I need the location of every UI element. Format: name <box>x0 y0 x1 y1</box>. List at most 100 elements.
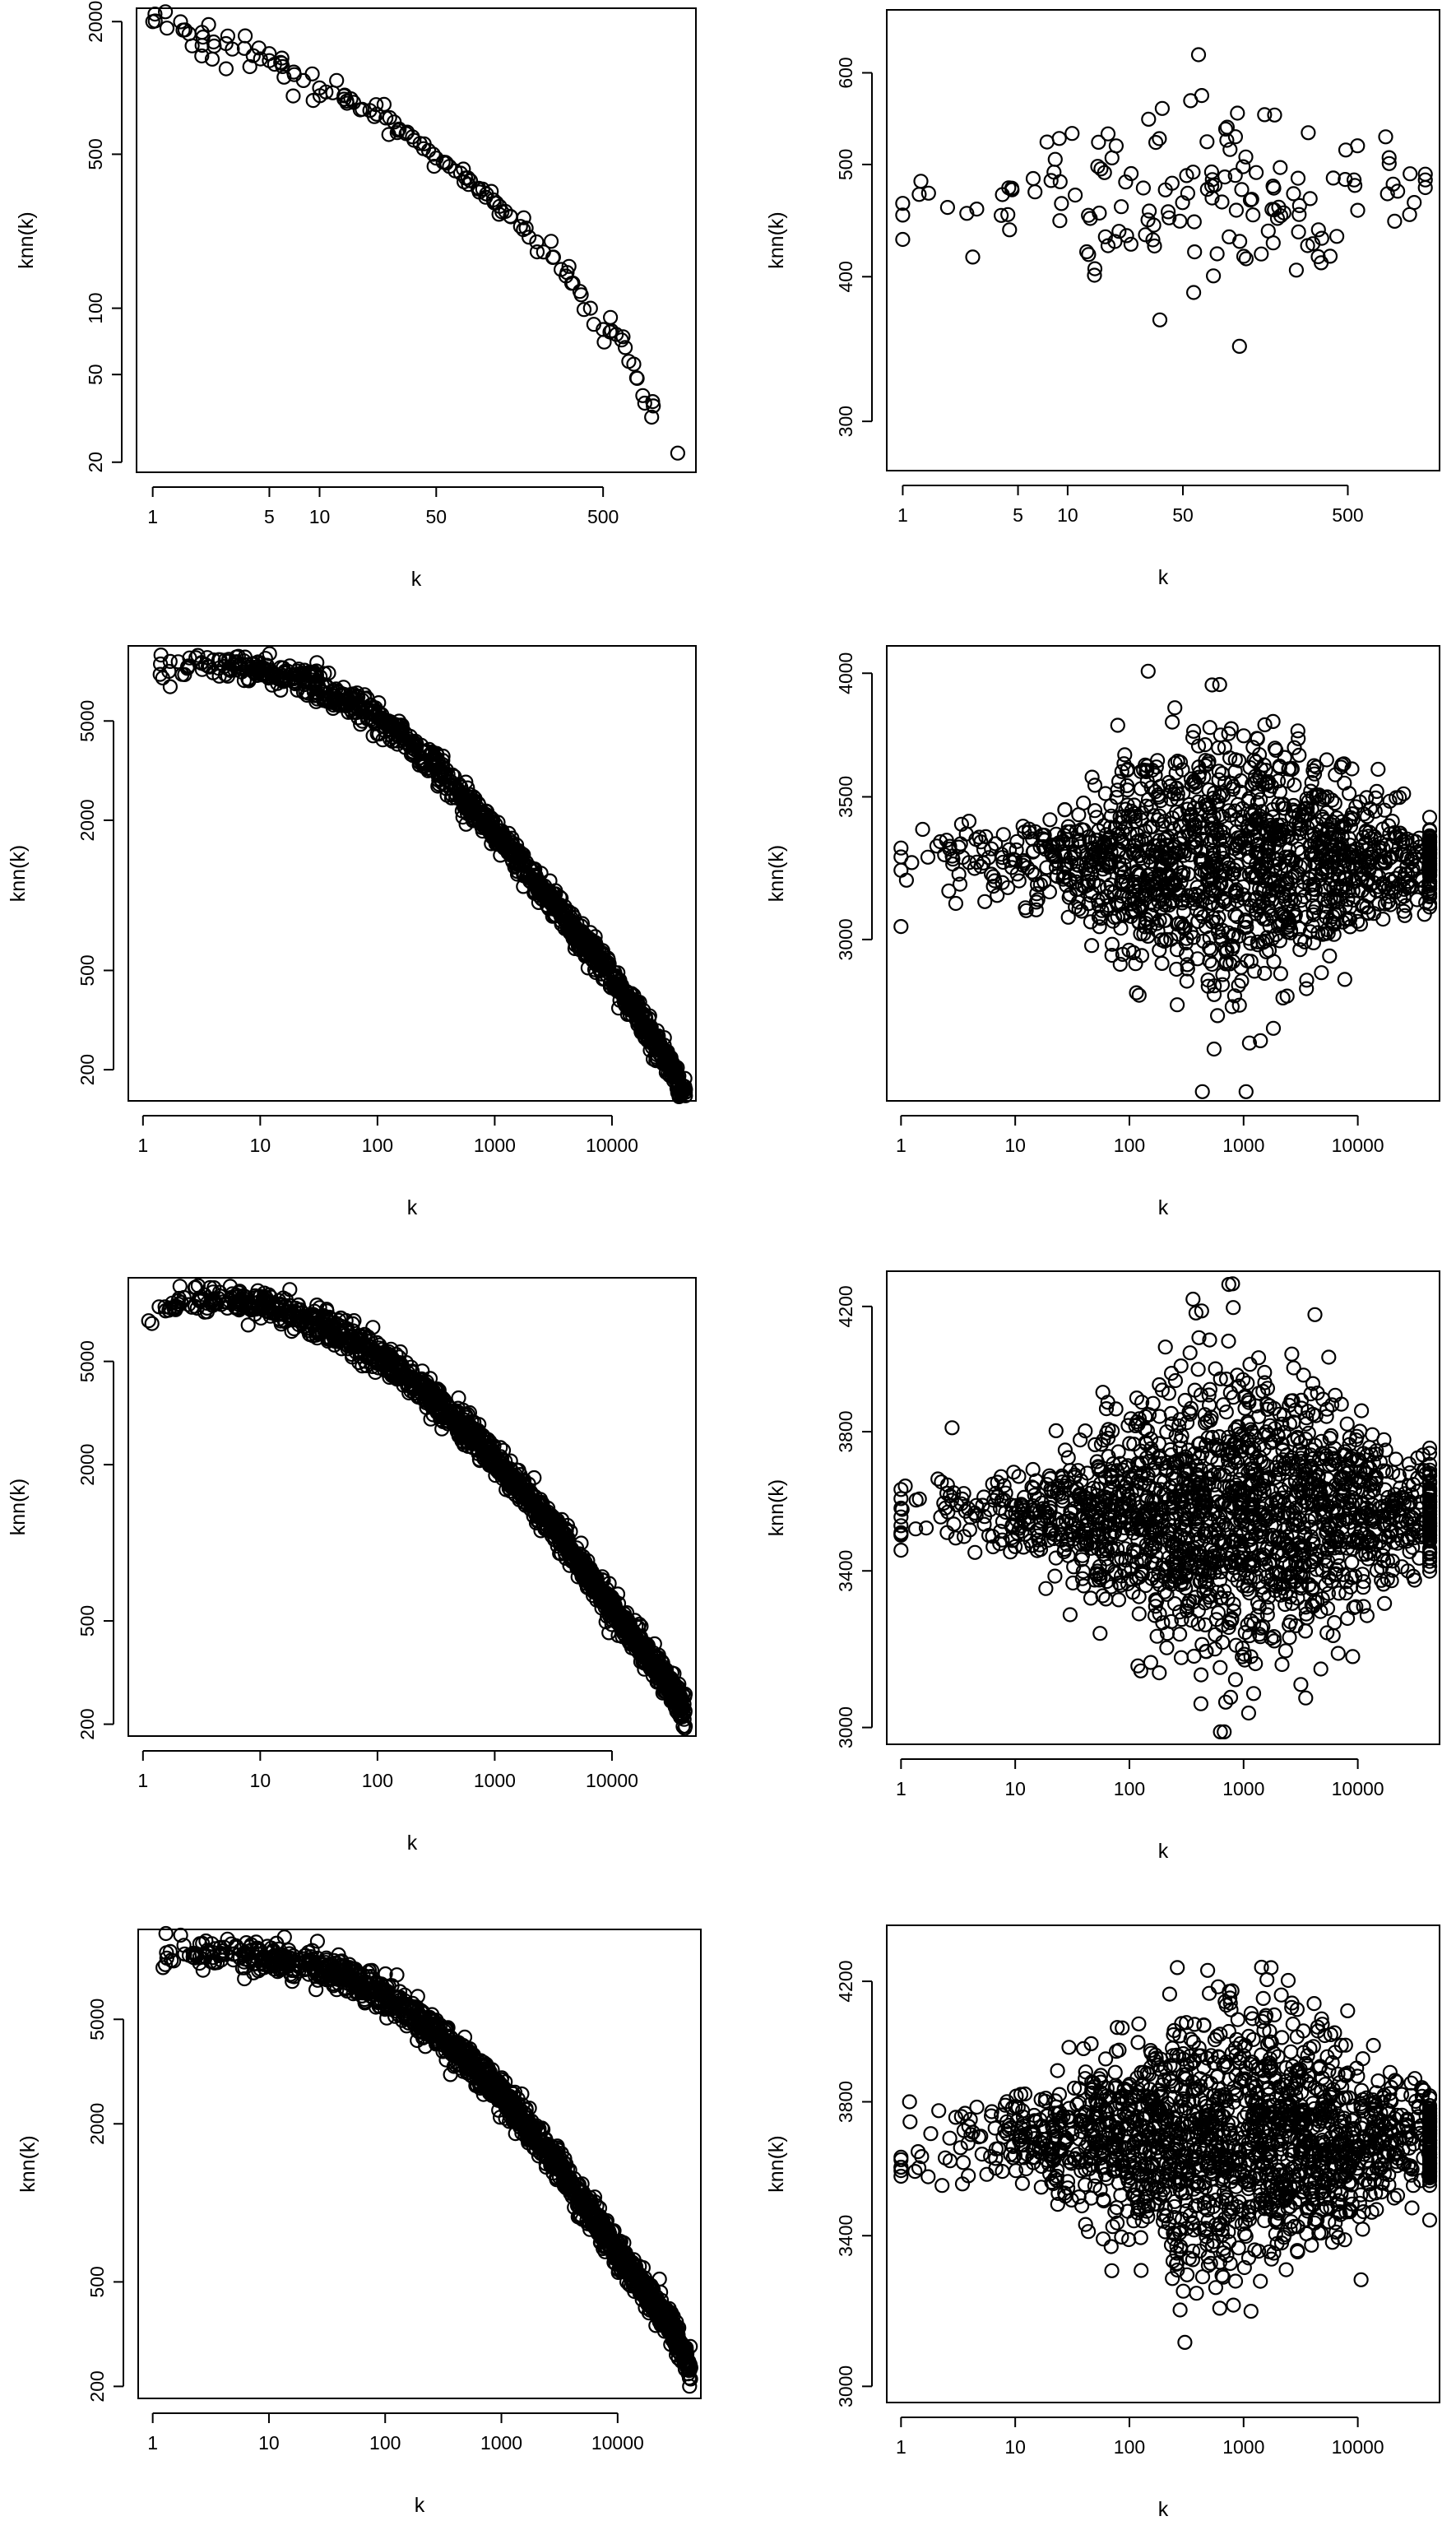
data-point <box>329 72 345 88</box>
y-tick-label: 400 <box>835 261 856 292</box>
data-point <box>1214 194 1230 210</box>
data-point <box>1145 232 1161 248</box>
data-point <box>1286 186 1301 202</box>
x-tick-label: 50 <box>426 506 447 527</box>
x-tick-label: 1 <box>137 1770 148 1791</box>
data-point <box>951 866 967 882</box>
data-point <box>959 206 975 221</box>
data-point <box>1185 165 1201 180</box>
data-point <box>1140 663 1156 679</box>
data-point <box>1222 229 1237 244</box>
data-point <box>1083 1590 1099 1606</box>
data-point <box>1205 268 1222 284</box>
x-tick-label: 100 <box>362 1135 393 1156</box>
data-point <box>1194 1084 1210 1099</box>
data-point <box>1300 238 1315 253</box>
data-point <box>367 109 383 124</box>
data-point <box>1206 1041 1222 1057</box>
data-point <box>1152 312 1168 327</box>
data-point <box>1084 769 1100 785</box>
data-point <box>939 200 956 216</box>
data-point <box>1087 267 1102 283</box>
data-point <box>144 1316 160 1331</box>
data-point <box>1042 812 1058 828</box>
data-point <box>1238 149 1254 165</box>
y-tick-label: 300 <box>835 406 856 437</box>
x-tick-label: 50 <box>1172 504 1194 526</box>
x-tick-label: 10 <box>250 1135 271 1156</box>
data-point <box>352 102 368 118</box>
x-tick-label: 1 <box>896 1135 907 1156</box>
data-point <box>1154 955 1170 972</box>
x-tick-label: 1 <box>147 506 158 527</box>
data-point <box>147 13 163 29</box>
data-point <box>1245 207 1261 223</box>
data-point <box>516 222 531 238</box>
data-point <box>1227 129 1244 145</box>
data-point <box>920 185 936 201</box>
data-point <box>381 127 396 142</box>
data-point <box>529 234 545 250</box>
data-point <box>920 849 936 865</box>
data-point <box>1180 185 1196 201</box>
y-tick-label: 3000 <box>835 1706 856 1748</box>
y-tick-label: 200 <box>77 1708 98 1739</box>
scatter-points <box>141 1278 693 1736</box>
data-point <box>529 244 545 260</box>
data-point <box>1110 717 1125 733</box>
data-point <box>158 4 174 20</box>
y-axis-label: knn(k) <box>7 1479 30 1535</box>
x-tick-label: 1 <box>897 504 908 526</box>
data-point <box>670 445 686 461</box>
data-point <box>1310 222 1326 238</box>
data-point <box>1402 207 1417 222</box>
data-point <box>1260 223 1276 239</box>
data-point <box>1041 884 1058 900</box>
data-point <box>1039 860 1055 875</box>
data-point <box>1111 224 1127 239</box>
data-point <box>1209 1008 1226 1024</box>
data-point <box>1381 150 1397 165</box>
data-point <box>153 647 169 663</box>
data-point <box>1185 285 1202 300</box>
x-axis-label: k <box>407 1196 418 1219</box>
data-point <box>559 265 575 281</box>
data-point <box>1047 151 1063 167</box>
data-point <box>1330 1646 1346 1661</box>
data-point <box>336 91 352 107</box>
data-point <box>1417 172 1433 188</box>
data-point <box>1097 165 1112 180</box>
data-point <box>376 96 392 113</box>
data-point <box>1187 244 1203 260</box>
data-point <box>147 7 163 22</box>
data-point <box>1273 160 1288 175</box>
data-point <box>1051 131 1067 146</box>
plot-frame <box>128 645 697 1102</box>
y-tick-label: 200 <box>77 1054 98 1085</box>
data-point <box>1199 134 1215 150</box>
x-tick-label: 10 <box>309 506 331 527</box>
data-point <box>995 827 1011 843</box>
data-point <box>1202 720 1217 736</box>
data-point <box>1230 105 1245 121</box>
data-point <box>1194 87 1210 104</box>
data-point <box>460 170 475 186</box>
y-tick-label: 2000 <box>77 799 98 841</box>
x-axis-label: k <box>411 568 422 591</box>
y-axis-label: knn(k) <box>765 211 788 268</box>
x-tick-label: 10000 <box>586 1135 638 1156</box>
data-point <box>1167 700 1183 716</box>
data-point <box>617 340 633 355</box>
data-point <box>1288 262 1305 278</box>
scatter-points <box>893 663 1438 1099</box>
data-point <box>1204 172 1220 188</box>
data-point <box>1403 166 1418 182</box>
data-point <box>238 28 253 44</box>
data-point <box>304 66 320 81</box>
data-point <box>471 184 487 200</box>
data-point <box>1325 170 1341 186</box>
data-point <box>1378 129 1393 145</box>
data-point <box>1002 222 1018 238</box>
data-point <box>162 679 178 694</box>
